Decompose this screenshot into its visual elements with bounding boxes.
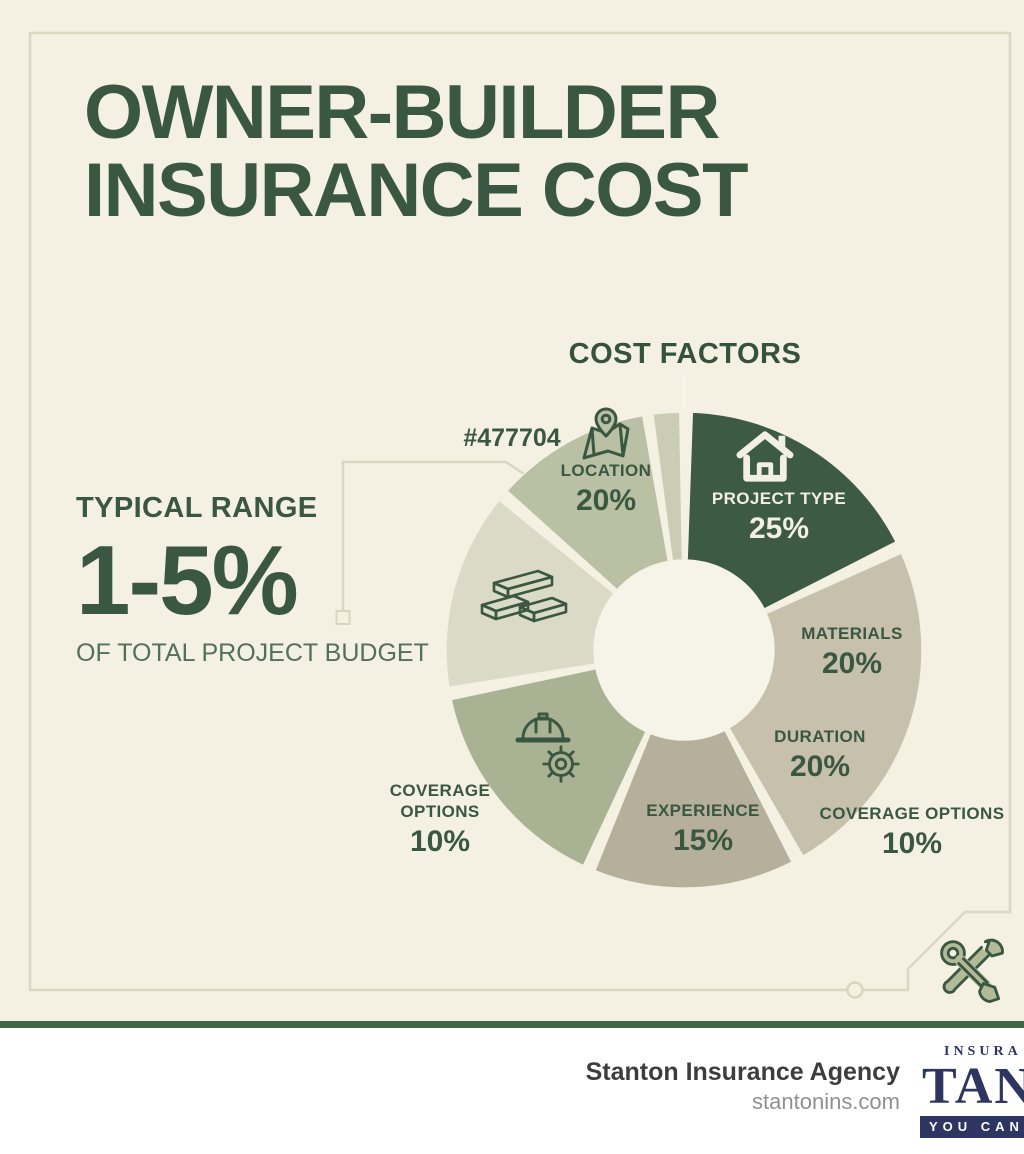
typical-range-description: OF TOTAL PROJECT BUDGET bbox=[76, 639, 429, 667]
gear-icon bbox=[542, 745, 580, 783]
crossed-tools-icon bbox=[940, 938, 1004, 1003]
donut-center-hole bbox=[594, 560, 774, 740]
typical-range-value: 1-5% bbox=[76, 525, 299, 635]
reference-number: #477704 bbox=[463, 424, 561, 452]
chart-title: COST FACTORS bbox=[568, 338, 802, 370]
border-node-circle bbox=[846, 981, 864, 999]
hard-hat-icon bbox=[515, 712, 571, 743]
map-pin-icon bbox=[582, 407, 630, 460]
donut-chart bbox=[445, 411, 923, 889]
typical-range-label: TYPICAL RANGE bbox=[76, 492, 318, 524]
segment-label-experience: EXPERIENCE 15% bbox=[646, 801, 760, 857]
footer: Stanton Insurance Agency stantonins.com … bbox=[0, 1028, 1024, 1154]
footer-separator-bar bbox=[0, 1021, 1024, 1028]
border-frame bbox=[28, 31, 1012, 992]
segment-label-materials: MATERIALS 20% bbox=[801, 624, 903, 680]
segment-label-project-type: PROJECT TYPE 25% bbox=[711, 489, 847, 545]
house-icon bbox=[736, 431, 794, 482]
footer-company-name: Stanton Insurance Agency bbox=[585, 1058, 900, 1086]
page-title-line1: OWNER-BUILDER bbox=[84, 70, 720, 155]
footer-website: stantonins.com bbox=[752, 1089, 900, 1114]
stanton-logo: INSURA TAN YOU CAN bbox=[920, 1044, 1024, 1138]
outside-label-coverage-right: COVERAGE OPTIONS 10% bbox=[819, 804, 1005, 860]
logo-top-text: INSURA bbox=[944, 1044, 1022, 1059]
outside-label-coverage-left: COVERAGE OPTIONS 10% bbox=[389, 781, 491, 858]
main-area: OWNER-BUILDER INSURANCE COST COST FACTOR… bbox=[0, 0, 1024, 1021]
segment-label-duration: DURATION 20% bbox=[774, 727, 866, 783]
segment-label-location: LOCATION 20% bbox=[560, 461, 652, 517]
callout-square-node bbox=[335, 610, 351, 625]
logo-main-text: TAN bbox=[922, 1058, 1024, 1115]
lumber-stack-icon bbox=[480, 569, 568, 623]
typical-range-block: TYPICAL RANGE 1-5% OF TOTAL PROJECT BUDG… bbox=[76, 492, 436, 668]
logo-banner-text: YOU CAN bbox=[920, 1116, 1024, 1138]
page-title: OWNER-BUILDER INSURANCE COST bbox=[84, 73, 844, 234]
page-title-line2: INSURANCE COST bbox=[84, 148, 749, 234]
